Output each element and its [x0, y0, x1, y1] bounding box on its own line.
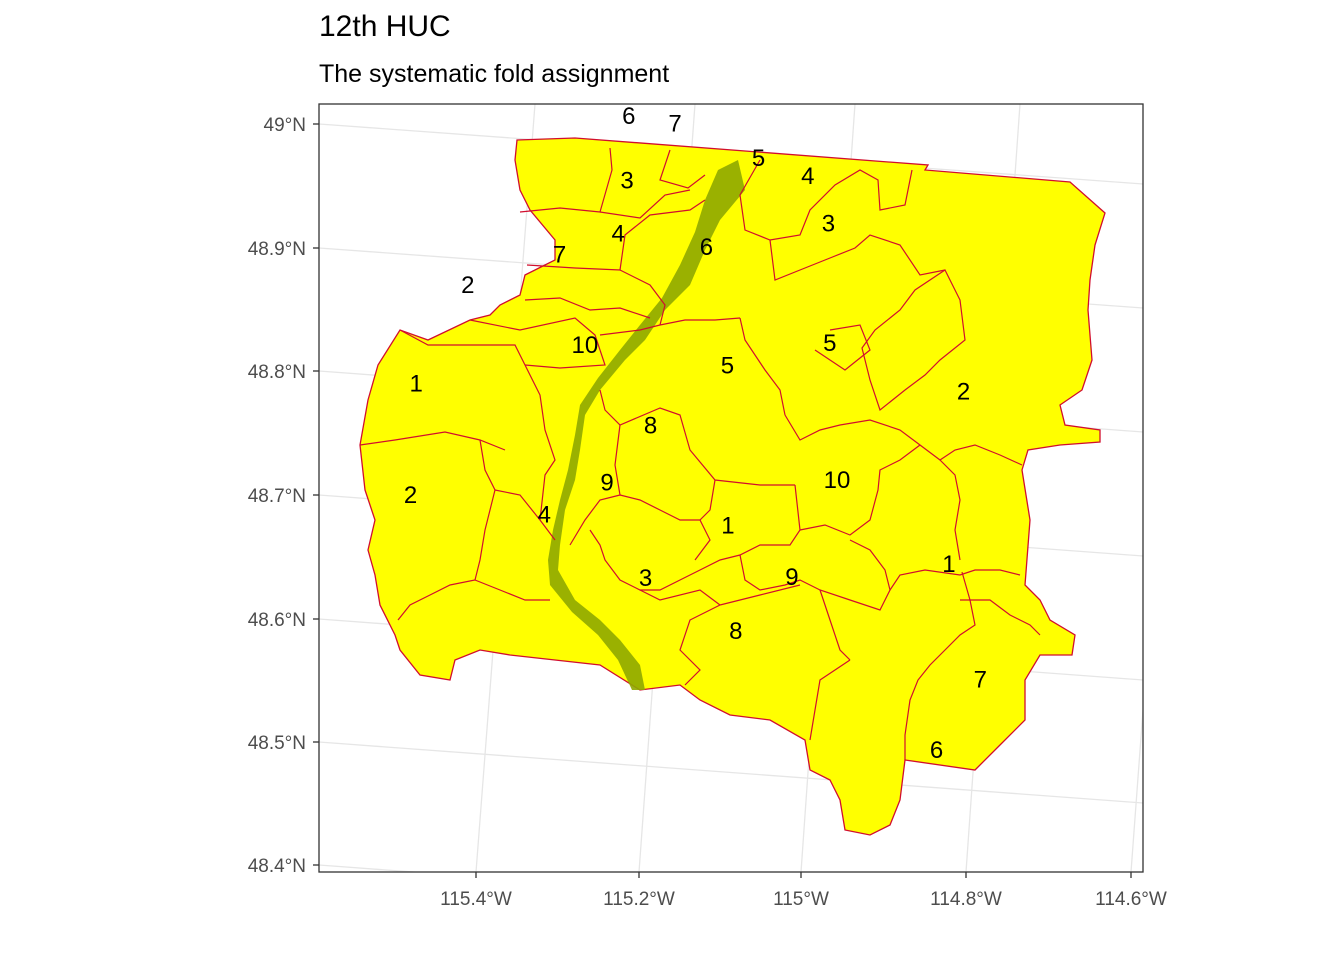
fold-label: 1 — [721, 513, 734, 540]
fold-label: 4 — [538, 502, 551, 529]
x-tick-label: 115.4°W — [440, 889, 512, 910]
x-tick-label: 115°W — [773, 889, 829, 910]
fold-label: 8 — [729, 618, 742, 645]
fold-label: 7 — [974, 666, 987, 693]
fold-label: 6 — [700, 234, 713, 261]
fold-label: 10 — [572, 332, 599, 359]
y-tick-label: 48.7°N — [248, 486, 306, 507]
fold-label: 2 — [957, 379, 970, 406]
fold-label: 3 — [620, 168, 633, 195]
y-tick-label: 48.6°N — [248, 610, 306, 631]
x-tick-label: 114.6°W — [1095, 889, 1167, 910]
y-tick-label: 49°N — [264, 115, 306, 136]
fold-label: 7 — [668, 110, 681, 137]
fold-label: 1 — [410, 371, 423, 398]
y-tick-label: 48.4°N — [248, 856, 306, 877]
watershed-region — [359, 137, 1106, 836]
fold-label: 5 — [752, 145, 765, 172]
panel-border — [318, 103, 1144, 873]
fold-label: 4 — [801, 163, 814, 190]
fold-label: 9 — [600, 470, 613, 497]
subwatershed-boundaries — [359, 147, 1041, 760]
map-title: 12th HUC — [319, 10, 451, 43]
y-tick-label: 48.5°N — [248, 733, 306, 754]
x-tick-label: 115.2°W — [603, 889, 675, 910]
fold-label: 1 — [942, 551, 955, 578]
river-valley — [548, 160, 745, 690]
watershed-area — [359, 137, 1106, 836]
y-axis: 49°N 48.9°N 48.8°N 48.7°N 48.6°N 48.5°N … — [248, 115, 319, 877]
fold-label: 6 — [930, 737, 943, 764]
x-axis: 115.4°W 115.2°W 115°W 114.8°W 114.6°W — [440, 872, 1167, 910]
fold-label: 6 — [622, 103, 635, 130]
fold-label: 5 — [823, 330, 836, 357]
y-tick-label: 48.9°N — [248, 239, 306, 260]
fold-label: 10 — [824, 467, 851, 494]
fold-label: 4 — [612, 220, 625, 247]
fold-label: 5 — [721, 352, 734, 379]
fold-label: 2 — [461, 272, 474, 299]
x-tick-label: 114.8°W — [930, 889, 1002, 910]
y-tick-label: 48.8°N — [248, 362, 306, 383]
map-subtitle: The systematic fold assignment — [319, 60, 670, 88]
fold-label: 9 — [785, 564, 798, 591]
fold-label: 2 — [404, 482, 417, 509]
fold-label: 3 — [639, 565, 652, 592]
fold-label: 3 — [822, 211, 835, 238]
fold-label: 7 — [553, 242, 566, 269]
fold-label: 8 — [644, 412, 657, 439]
